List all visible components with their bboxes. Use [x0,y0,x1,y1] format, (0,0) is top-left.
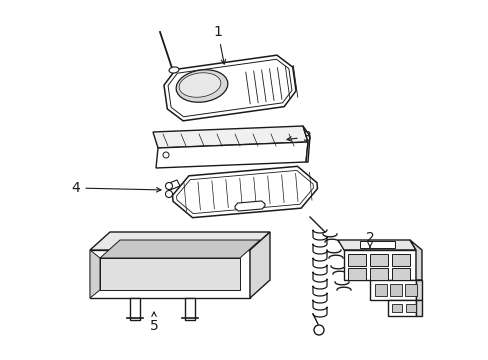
Polygon shape [369,280,415,300]
Bar [359,241,394,248]
Polygon shape [100,240,260,258]
Bar [347,254,365,266]
Ellipse shape [169,67,179,73]
Polygon shape [337,240,415,250]
Text: 3: 3 [286,130,311,144]
Polygon shape [156,142,307,168]
Polygon shape [235,201,264,211]
Bar [369,268,387,280]
Polygon shape [167,180,180,190]
Polygon shape [90,232,269,250]
Polygon shape [249,232,269,298]
Polygon shape [176,170,313,213]
Ellipse shape [176,70,227,102]
Ellipse shape [179,73,221,97]
Polygon shape [168,59,291,117]
Polygon shape [303,126,309,162]
Bar [130,298,140,320]
Bar [369,254,387,266]
Text: 1: 1 [213,25,225,64]
Polygon shape [90,250,249,298]
Bar [391,254,409,266]
Circle shape [165,190,172,198]
Bar [184,298,195,320]
Text: 5: 5 [149,312,158,333]
Text: 2: 2 [365,231,374,248]
Bar [391,304,401,312]
Bar [405,304,415,312]
Polygon shape [163,55,295,121]
Bar [374,284,386,296]
Bar [391,268,409,280]
Polygon shape [415,300,421,316]
Polygon shape [343,250,415,280]
Circle shape [165,183,172,189]
Polygon shape [387,300,415,316]
Polygon shape [415,280,421,300]
Polygon shape [100,258,240,290]
Bar [404,284,416,296]
Circle shape [163,152,169,158]
Circle shape [313,325,324,335]
Polygon shape [172,166,317,218]
Text: 4: 4 [71,181,161,195]
Bar [389,284,401,296]
Polygon shape [90,250,100,298]
Bar [347,268,365,280]
Polygon shape [153,126,307,148]
Polygon shape [409,240,421,280]
